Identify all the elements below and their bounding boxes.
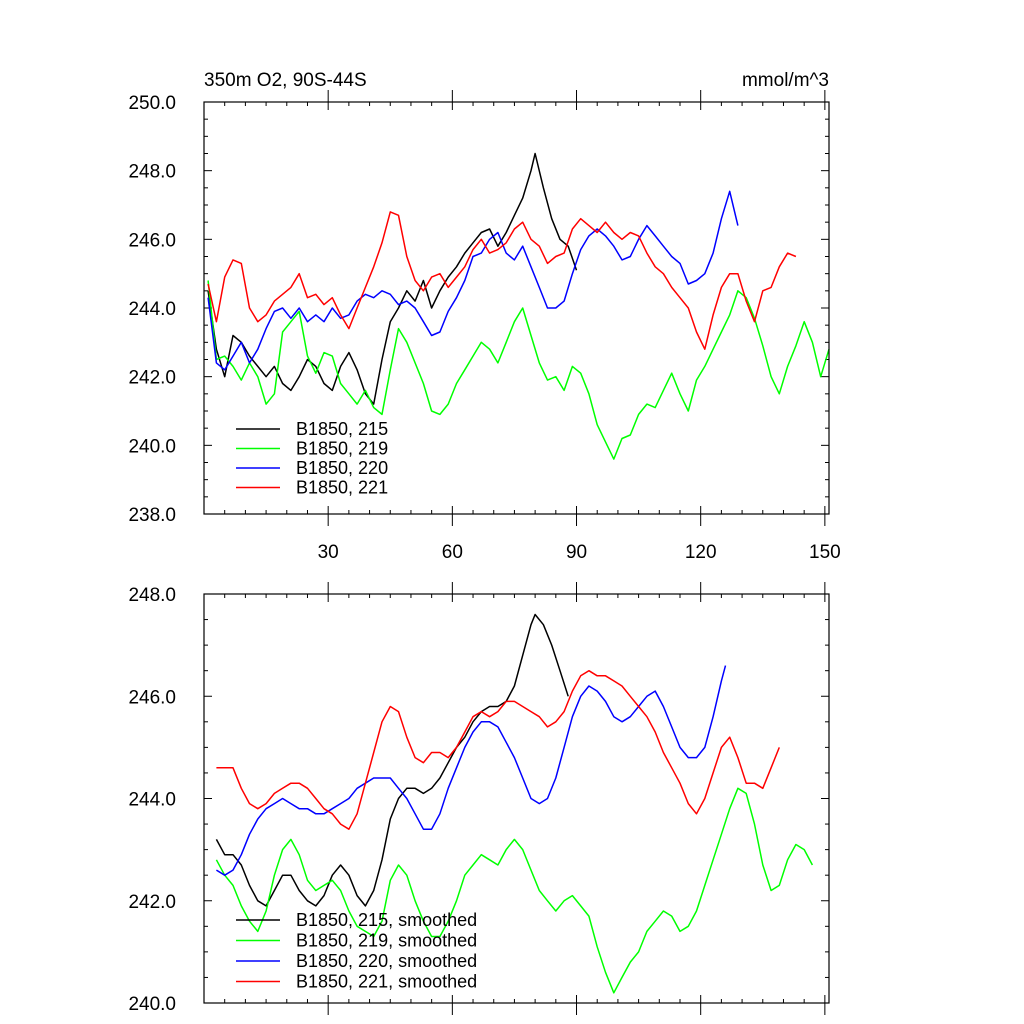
x-tick-label: 90 bbox=[566, 542, 587, 563]
legend-label-2: B1850, 219, smoothed bbox=[296, 931, 477, 951]
y-tick-label: 248.0 bbox=[128, 162, 176, 183]
x-tick-label: 30 bbox=[318, 542, 339, 563]
bottom-panel: 240.0 242.0 244.0 246.0 248.0 B1850, 215, sm… bbox=[128, 582, 830, 1015]
y-tick-label: 244.0 bbox=[128, 299, 176, 320]
y-tick-label: 244.0 bbox=[128, 790, 176, 811]
y-tick-label: 246.0 bbox=[128, 230, 176, 251]
series-line-2 bbox=[207, 280, 830, 460]
top-tick-group: 238.0 240.0 242.0 244.0 246.0 248.0 250.0 30 60 9… bbox=[128, 90, 841, 563]
y-tick-label: 246.0 bbox=[128, 687, 176, 708]
series-line-2 bbox=[215, 787, 814, 994]
legend-label-4: B1850, 221 bbox=[296, 478, 388, 498]
y-tick-label: 242.0 bbox=[128, 368, 176, 389]
legend-label-1: B1850, 215, smoothed bbox=[296, 910, 477, 930]
top-plot-frame bbox=[203, 101, 830, 515]
series-line-1 bbox=[207, 152, 578, 405]
y-tick-label: 250.0 bbox=[128, 93, 176, 114]
bottom-series-group bbox=[215, 613, 814, 994]
legend-label-3: B1850, 220, smoothed bbox=[296, 951, 477, 971]
bottom-tick-group: 240.0 242.0 244.0 246.0 248.0 bbox=[128, 582, 829, 1015]
series-line-1 bbox=[215, 613, 569, 907]
series-line-4 bbox=[207, 211, 797, 350]
legend-label-2: B1850, 219 bbox=[296, 439, 388, 459]
y-tick-label: 240.0 bbox=[128, 436, 176, 457]
x-tick-label: 120 bbox=[685, 542, 717, 563]
series-line-3 bbox=[207, 190, 739, 371]
y-tick-label: 242.0 bbox=[128, 892, 176, 913]
legend-label-3: B1850, 220 bbox=[296, 458, 388, 478]
x-tick-label: 150 bbox=[809, 542, 841, 563]
x-tick-label: 60 bbox=[442, 542, 463, 563]
chart-units-label: mmol/m^3 bbox=[742, 70, 829, 91]
legend-label-4: B1850, 221, smoothed bbox=[296, 972, 477, 992]
legend-label-1: B1850, 215 bbox=[296, 419, 388, 439]
bottom-plot-frame bbox=[203, 593, 830, 1004]
top-series-group bbox=[207, 152, 830, 460]
series-line-3 bbox=[216, 665, 727, 876]
top-panel: 350m O2, 90S-44S mmol/m^3 238.0 240.0 242.… bbox=[128, 70, 840, 563]
y-tick-label: 240.0 bbox=[128, 994, 176, 1015]
y-tick-label: 248.0 bbox=[128, 585, 176, 606]
chart-title-left: 350m O2, 90S-44S bbox=[204, 70, 367, 91]
series-line-4 bbox=[216, 669, 780, 830]
y-tick-label: 238.0 bbox=[128, 505, 176, 526]
